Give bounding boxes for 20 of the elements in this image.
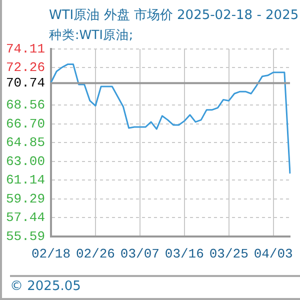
y-tick-label: 72.26	[6, 60, 46, 76]
chart-subtitle: 种类:WTI原油;	[49, 27, 134, 44]
y-tick-label: 59.29	[6, 191, 46, 206]
chart-title: WTI原油 外盘 市场价 2025-02-18 - 2025	[49, 7, 299, 24]
x-tick-label: 02/26	[76, 246, 115, 262]
x-tick-label: 04/03	[254, 246, 293, 262]
text: © 2025.05	[10, 279, 81, 294]
y-tick-label: 63.00	[6, 154, 46, 169]
y-tick-label: 64.85	[6, 135, 46, 150]
y-tick-label: 57.44	[6, 210, 46, 226]
x-tick-label: 03/07	[120, 246, 160, 262]
y-tick-label: 61.14	[6, 172, 46, 188]
x-tick-label: 03/25	[209, 246, 248, 262]
y-tick-label: 70.74	[6, 76, 46, 91]
y-tick-label: 55.59	[6, 228, 46, 244]
x-tick-label: 03/16	[164, 246, 204, 262]
y-tick-label: 74.11	[6, 41, 46, 56]
y-tick-label: 68.56	[6, 98, 46, 113]
y-tick-label: 66.70	[6, 116, 46, 132]
x-tick-label: 02/18	[32, 246, 71, 262]
